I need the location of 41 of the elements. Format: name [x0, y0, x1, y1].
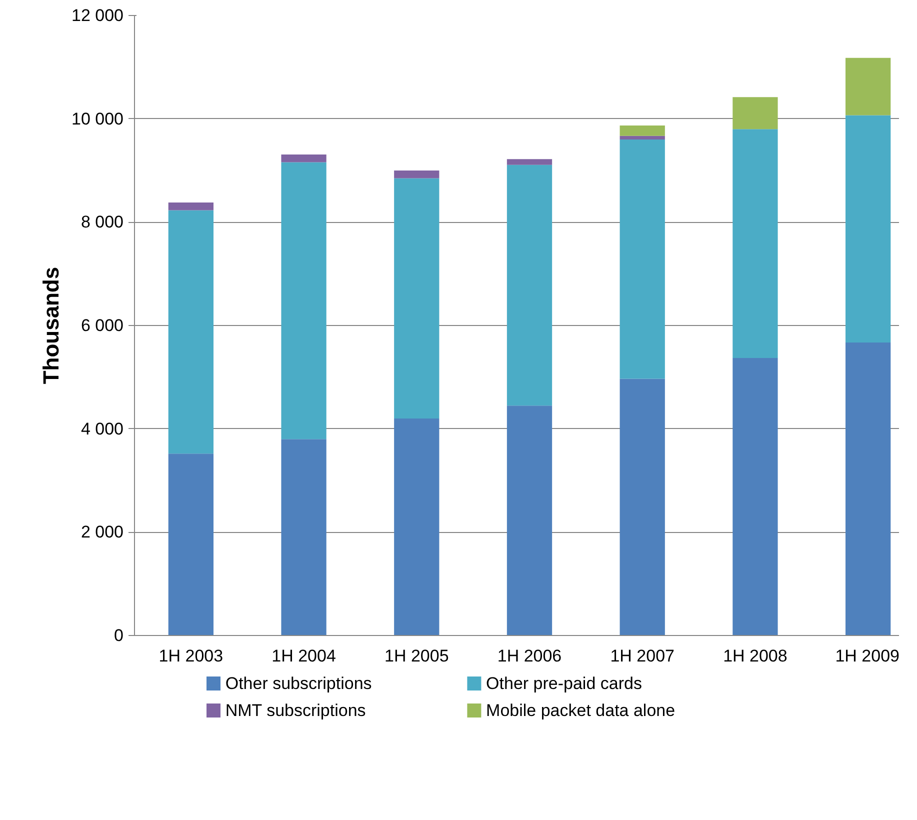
bar [168, 202, 214, 210]
x-tick-label: 1H 2003 [158, 646, 224, 666]
bar [732, 358, 778, 636]
x-tick-label: 1H 2009 [835, 646, 900, 666]
bar [168, 454, 214, 636]
legend-label: Other subscriptions [225, 674, 372, 693]
y-tick-label: 12 000 [72, 6, 124, 25]
bar [506, 164, 552, 406]
bar [281, 154, 326, 162]
legend-label: NMT subscriptions [225, 701, 366, 720]
bar [846, 342, 891, 636]
legend-label: Other pre-paid cards [486, 674, 642, 693]
y-tick-label: 0 [114, 626, 124, 645]
y-tick-label: 6 000 [80, 316, 124, 335]
bar [281, 162, 326, 440]
y-tick-label: 10 000 [72, 109, 124, 128]
bar [846, 58, 891, 116]
bar [394, 418, 440, 636]
bar [620, 378, 665, 636]
x-tick-label: 1H 2006 [497, 646, 562, 666]
bar [168, 210, 214, 454]
y-tick-label: 8 000 [80, 212, 124, 232]
x-tick-label: 1H 2008 [723, 646, 788, 666]
bar [506, 406, 552, 636]
x-tick-label: 1H 2004 [272, 646, 336, 666]
x-tick-label: 1H 2007 [610, 646, 674, 666]
y-axis-title: Thousands [38, 266, 64, 384]
bar [281, 439, 326, 636]
y-tick-label: 4 000 [80, 419, 124, 438]
bar [620, 140, 665, 379]
bar [394, 178, 440, 418]
bar [506, 159, 552, 165]
legend-label: Mobile packet data alone [486, 701, 676, 720]
y-tick-label: 2 000 [80, 522, 124, 542]
bar [732, 97, 778, 130]
bar [620, 126, 665, 136]
bar [732, 129, 778, 358]
bar [620, 136, 665, 140]
x-tick-label: 1H 2005 [384, 646, 449, 666]
bar [846, 115, 891, 343]
bar [394, 170, 440, 178]
